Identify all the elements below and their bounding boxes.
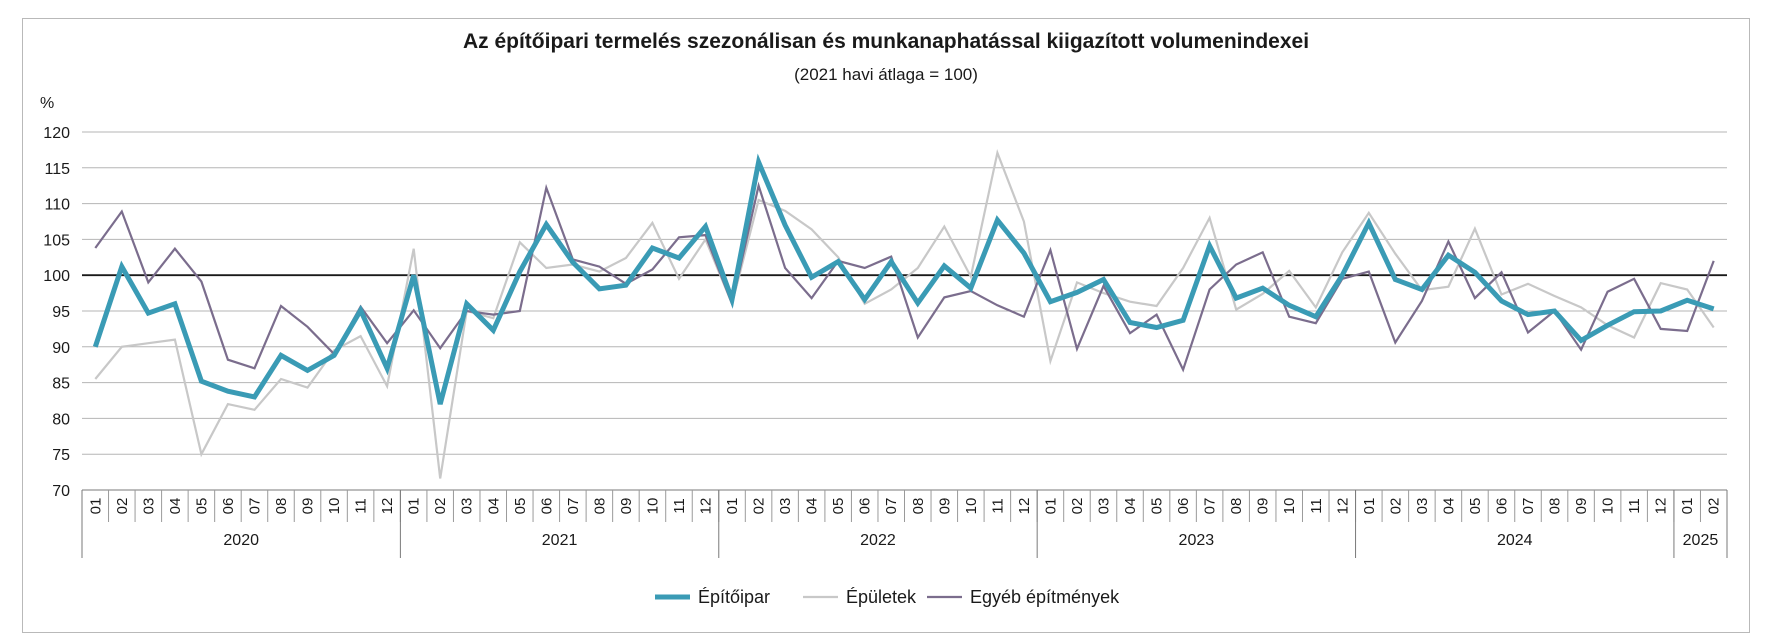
x-tick-label: 12 <box>1334 498 1351 515</box>
x-tick-label: 01 <box>406 498 423 515</box>
year-label: 2023 <box>1179 532 1215 549</box>
x-tick-label: 12 <box>1016 498 1033 515</box>
year-label: 2021 <box>542 532 578 549</box>
x-tick-label: 01 <box>87 498 104 515</box>
x-tick-label: 04 <box>167 498 184 515</box>
x-tick-label: 12 <box>1653 498 1670 515</box>
x-tick-label: 07 <box>1202 498 1219 515</box>
x-tick-label: 03 <box>1414 498 1431 515</box>
x-tick-label: 03 <box>140 498 157 515</box>
x-tick-label: 09 <box>300 498 317 515</box>
x-tick-label: 01 <box>1042 498 1059 515</box>
y-tick-label: 95 <box>52 304 70 321</box>
x-tick-label: 03 <box>777 498 794 515</box>
x-tick-label: 05 <box>830 498 847 515</box>
x-tick-label: 06 <box>1175 498 1192 515</box>
year-label: 2020 <box>223 532 259 549</box>
legend-label: Egyéb építmények <box>970 587 1120 607</box>
x-tick-label: 07 <box>1520 498 1537 515</box>
x-tick-label: 10 <box>1281 498 1298 515</box>
x-tick-label: 08 <box>591 498 608 515</box>
x-tick-label: 05 <box>512 498 529 515</box>
x-tick-label: 10 <box>644 498 661 515</box>
x-tick-label: 02 <box>1387 498 1404 515</box>
x-tick-label: 07 <box>565 498 582 515</box>
x-tick-label: 02 <box>432 498 449 515</box>
x-tick-label: 10 <box>963 498 980 515</box>
x-tick-label: 09 <box>1255 498 1272 515</box>
x-tick-label: 05 <box>1149 498 1166 515</box>
x-tick-label: 01 <box>1679 498 1696 515</box>
legend-label: Építőipar <box>698 587 770 607</box>
x-tick-label: 08 <box>910 498 927 515</box>
y-tick-label: 80 <box>52 411 70 428</box>
x-tick-label: 10 <box>1600 498 1617 515</box>
x-tick-label: 08 <box>1547 498 1564 515</box>
legend: Építőipar Épületek Egyéb építmények <box>655 587 1120 607</box>
y-tick-label: 120 <box>43 125 70 142</box>
x-tick-label: 11 <box>353 498 370 514</box>
y-tick-label: 75 <box>52 447 70 464</box>
x-tick-label: 04 <box>804 498 821 515</box>
y-tick-label: 100 <box>43 268 70 285</box>
x-tick-label: 05 <box>193 498 210 515</box>
y-tick-label: 85 <box>52 376 70 393</box>
series-line-epitoipar <box>92 153 1715 405</box>
x-tick-label: 06 <box>538 498 555 515</box>
x-tick-label: 11 <box>671 498 688 514</box>
x-axis: 01 02 03 04 05 06 07 08 09 10 11 12 01 02 03 04 05 06 07 08… <box>81 490 1728 558</box>
x-tick-label: 03 <box>1095 498 1112 515</box>
x-tick-label: 09 <box>936 498 953 515</box>
x-tick-label: 03 <box>459 498 476 515</box>
chart-frame <box>22 18 1750 633</box>
x-tick-label: 04 <box>485 498 502 515</box>
x-tick-label: 01 <box>1361 498 1378 515</box>
gridlines <box>82 131 1727 491</box>
x-tick-label: 09 <box>1573 498 1590 515</box>
x-tick-label: 06 <box>1493 498 1510 515</box>
chart-subtitle: (2021 havi átlaga = 100) <box>794 65 978 84</box>
year-label: 2022 <box>860 532 896 549</box>
legend-label: Épületek <box>846 587 917 607</box>
x-tick-label: 04 <box>1122 498 1139 515</box>
x-tick-label: 08 <box>1228 498 1245 515</box>
year-label: 2025 <box>1683 532 1719 549</box>
x-tick-label: 11 <box>1626 498 1643 514</box>
x-tick-label: 12 <box>698 498 715 515</box>
y-tick-label: 115 <box>44 161 70 178</box>
x-tick-label: 11 <box>1308 498 1325 514</box>
y-tick-label: 90 <box>52 340 70 357</box>
x-tick-label: 09 <box>618 498 635 515</box>
x-tick-label: 06 <box>220 498 237 515</box>
x-tick-label: 08 <box>273 498 290 515</box>
y-axis-unit: % <box>40 95 54 112</box>
y-tick-label: 105 <box>43 232 70 249</box>
x-tick-label: 11 <box>989 498 1006 514</box>
x-tick-label: 07 <box>246 498 263 515</box>
x-tick-label: 07 <box>883 498 900 515</box>
x-tick-label: 12 <box>379 498 396 515</box>
y-axis-ticks: 70 75 80 85 90 95 100 105 110 115 120 <box>43 125 70 500</box>
chart-title: Az építőipari termelés szezonálisan és m… <box>463 30 1309 53</box>
x-tick-label: 02 <box>1706 498 1723 515</box>
x-tick-label: 05 <box>1467 498 1484 515</box>
y-tick-label: 110 <box>44 197 70 214</box>
series-line-egyeb-epitmenyek <box>94 181 1715 373</box>
x-tick-label: 04 <box>1440 498 1457 515</box>
x-tick-label: 10 <box>326 498 343 515</box>
x-tick-label: 06 <box>857 498 874 515</box>
x-tick-label: 02 <box>751 498 768 515</box>
data-series <box>92 148 1715 479</box>
x-tick-label: 02 <box>1069 498 1086 515</box>
year-label: 2024 <box>1497 532 1533 549</box>
series-line-epuletek <box>94 148 1715 479</box>
x-tick-label: 02 <box>114 498 131 515</box>
x-tick-label: 01 <box>724 498 741 515</box>
y-tick-label: 70 <box>52 483 70 500</box>
